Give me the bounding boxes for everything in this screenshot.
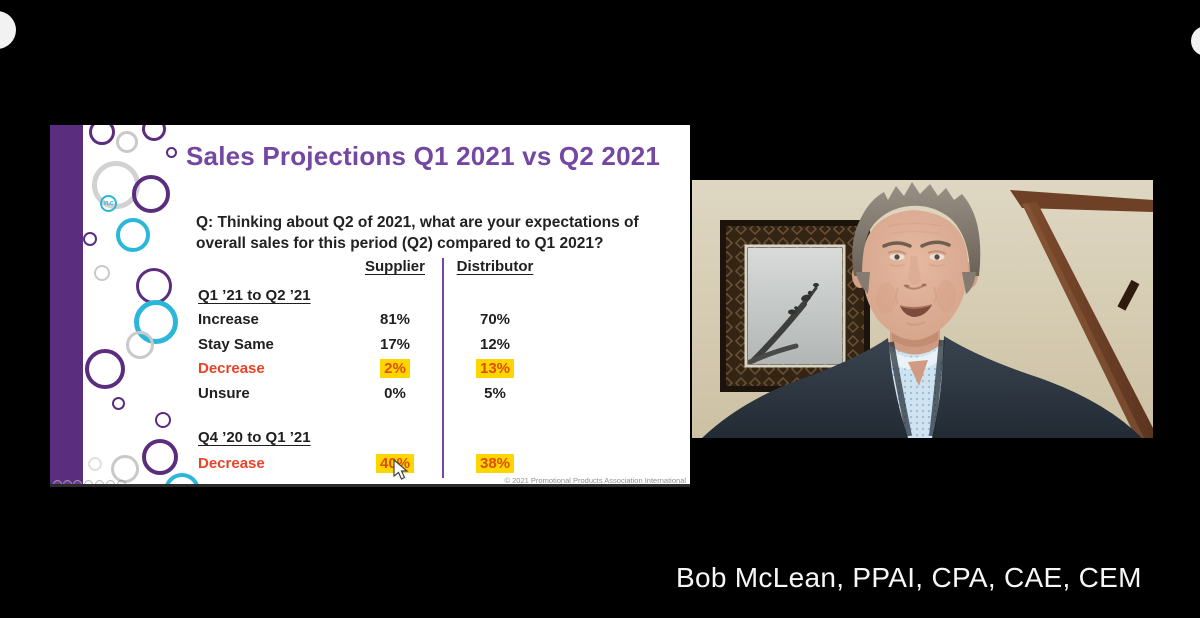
distributor-value-highlighted: 38%: [475, 454, 515, 473]
bubble-ring: [83, 232, 97, 246]
distributor-value: 70%: [479, 311, 511, 328]
supplier-value-highlighted: 2%: [380, 359, 410, 378]
speaker-nose: [903, 256, 927, 290]
bubble-ring: [134, 300, 178, 344]
speaker-caption: Bob McLean, PPAI, CPA, CAE, CEM: [676, 562, 1142, 593]
row-label: Increase: [198, 311, 259, 328]
row-label-decrease: Decrease: [198, 455, 265, 472]
copyright-text: © 2021 Promotional Products Association …: [504, 476, 686, 485]
speaker-mouth: [899, 304, 933, 326]
speaker-blazer: [702, 338, 908, 438]
presenter-zoom-button[interactable]: [95, 480, 104, 484]
presenter-captions-button[interactable]: [106, 480, 115, 484]
bubble-ring: [132, 175, 170, 213]
speaker: [702, 182, 1142, 438]
carousel-prev-icon[interactable]: [0, 11, 16, 49]
section-header-q1-q2: Q1 ’21 to Q2 ’21: [198, 287, 311, 304]
presenter-prev-button[interactable]: [53, 480, 62, 484]
table-row: Increase 81% 70%: [50, 311, 690, 331]
shared-slide: VLC Sales Projections Q1 2021 vs Q2 2021…: [50, 125, 690, 487]
bubble-ring: [126, 331, 154, 359]
distributor-value-highlighted: 13%: [475, 359, 515, 378]
column-header-distributor: Distributor: [456, 258, 534, 275]
bubble-ring: [155, 412, 171, 428]
table-row: Decrease 40% 38%: [50, 454, 690, 475]
bubble-ring: [116, 131, 138, 153]
webcam-video[interactable]: [692, 180, 1153, 438]
bubble-ring: [166, 147, 177, 158]
table-row: Decrease 2% 13%: [50, 359, 690, 380]
bubble-ring: [112, 397, 125, 410]
bubble-ring: [116, 218, 150, 252]
bubble-ring: [164, 473, 200, 484]
mouse-cursor-icon: [393, 459, 409, 480]
bubble-ring: [88, 457, 102, 471]
row-label: Unsure: [198, 385, 250, 402]
bubble-ring: [85, 349, 125, 389]
table-row: Unsure 0% 5%: [50, 385, 690, 405]
webcam-scene: [692, 180, 1153, 438]
section-header-q4-q1: Q4 ’20 to Q1 ’21: [198, 429, 311, 446]
presenter-pen-button[interactable]: [73, 480, 82, 484]
distributor-value: 5%: [484, 385, 506, 402]
speaker-eyes: [887, 250, 947, 267]
speaker-hair: [852, 182, 981, 276]
carousel-next-icon[interactable]: [1191, 26, 1200, 56]
bubble-ring: [94, 265, 110, 281]
presenter-slides-button[interactable]: [84, 480, 93, 484]
speaker-eyebrows: [882, 241, 912, 248]
row-label-decrease: Decrease: [198, 360, 265, 377]
presenter-more-button[interactable]: [117, 480, 126, 484]
blazer-lapel: [888, 341, 912, 437]
question-line1: Q: Thinking about Q2 of 2021, what are y…: [196, 214, 639, 231]
distributor-value: 12%: [479, 336, 511, 353]
birds-photo: [747, 283, 819, 365]
door-frame: [1010, 190, 1153, 438]
column-divider: [442, 258, 444, 478]
table-row: Stay Same 17% 12%: [50, 336, 690, 356]
slide-accent-bar: [50, 125, 83, 484]
question-line2: overall sales for this period (Q2) compa…: [196, 235, 604, 252]
template-logo: VLC: [100, 195, 117, 212]
shirt-collar: [886, 346, 944, 370]
column-header-supplier: Supplier: [364, 258, 425, 275]
supplier-value: 0%: [384, 385, 406, 402]
bubble-ring: [136, 268, 172, 304]
row-label: Stay Same: [198, 336, 274, 353]
bubble-ring: [142, 125, 166, 141]
presenter-next-button[interactable]: [63, 480, 72, 484]
supplier-value: 17%: [379, 336, 411, 353]
slide-title: Sales Projections Q1 2021 vs Q2 2021: [186, 141, 661, 171]
bubble-ring: [142, 439, 178, 475]
survey-question: Q: Thinking about Q2 of 2021, what are y…: [196, 212, 690, 254]
supplier-value: 81%: [379, 311, 411, 328]
bubble-ring: [89, 125, 115, 145]
